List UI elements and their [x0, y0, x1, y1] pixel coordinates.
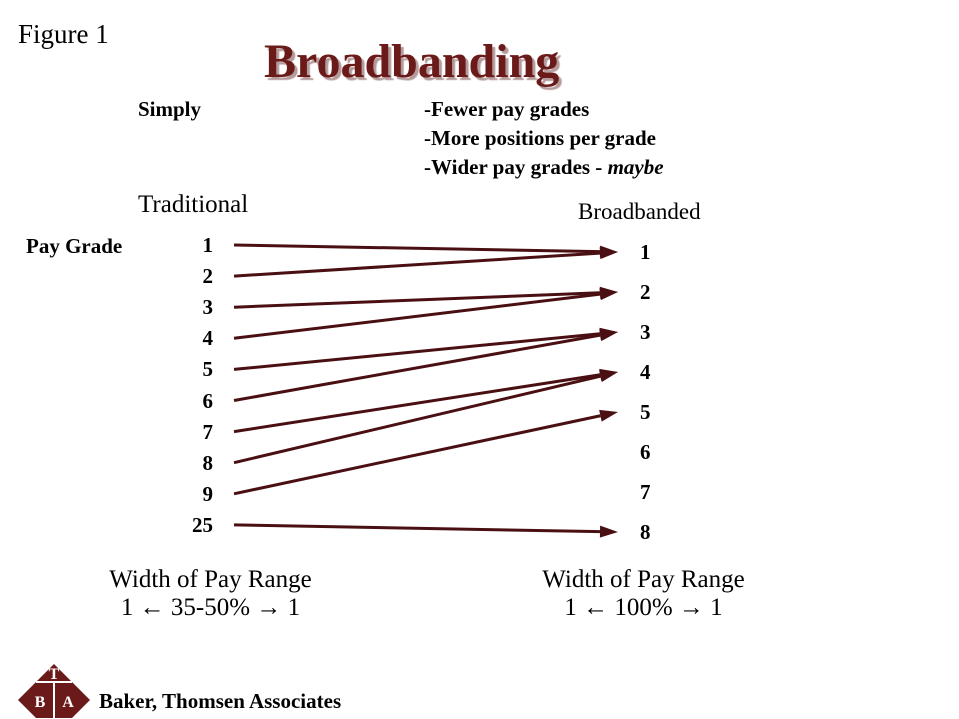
bullet-point: -More positions per grade: [424, 126, 656, 150]
traditional-width-title: Width of Pay Range: [109, 566, 312, 593]
mapping-arrow: [233, 523, 618, 538]
mapping-arrow: [233, 368, 618, 434]
broadbanded-header: Broadbanded: [578, 199, 701, 224]
traditional-grade: 6: [202, 388, 214, 413]
mapping-arrow: [233, 370, 618, 465]
broadbanded-grade: 8: [640, 520, 651, 544]
mapping-arrow: [233, 327, 618, 371]
bullet-point: -Wider pay grades - maybe: [424, 155, 664, 179]
logo-letter: A: [62, 694, 74, 711]
traditional-header: Traditional: [138, 191, 249, 218]
logo-letter: B: [35, 694, 46, 711]
broadbanded-grade: 6: [640, 440, 651, 464]
mapping-arrow: [233, 247, 618, 278]
slide-title: Broadbanding: [264, 35, 560, 88]
traditional-width-range: 1 ← 35-50% → 1: [120, 594, 301, 621]
broadbanded-grade: 7: [640, 480, 651, 504]
pay-grade-label: Pay Grade: [26, 234, 123, 258]
emphasis-text: maybe: [607, 155, 664, 179]
broadband-width-title: Width of Pay Range: [542, 566, 745, 593]
mapping-arrow: [233, 329, 618, 402]
traditional-grade: 25: [192, 512, 213, 537]
traditional-grade: 9: [202, 481, 214, 506]
mapping-arrow: [233, 286, 618, 309]
broadband-width-range: 1 ← 100% → 1: [564, 594, 723, 621]
broadbanded-grade: 1: [640, 240, 651, 264]
broadbanded-grade: 3: [640, 320, 651, 344]
broadbanded-grade: 4: [640, 360, 651, 384]
traditional-grade: 3: [202, 295, 214, 320]
logo-letter: T: [49, 666, 60, 683]
traditional-grade: 5: [202, 357, 214, 382]
broadbanded-grade: 5: [640, 400, 651, 424]
traditional-grade: 4: [202, 326, 214, 351]
company-name: Baker, Thomsen Associates: [99, 689, 342, 713]
mapping-arrow: [233, 409, 618, 496]
bta-logo: T B A: [18, 664, 90, 718]
simply-label: Simply: [138, 97, 202, 121]
broadband-width-block: Width of Pay Range 1 ← 100% → 1: [536, 566, 751, 622]
broadbanded-grade: 2: [640, 280, 651, 304]
traditional-width-block: Width of Pay Range 1 ← 35-50% → 1: [103, 566, 318, 622]
mapping-arrow: [233, 288, 618, 340]
traditional-grade: 7: [202, 419, 214, 444]
traditional-grade: 8: [202, 450, 214, 475]
traditional-grade: 2: [202, 264, 214, 289]
figure-label: Figure 1: [18, 19, 109, 49]
traditional-grade: 1: [202, 233, 214, 257]
bullet-point: -Fewer pay grades: [424, 97, 590, 121]
